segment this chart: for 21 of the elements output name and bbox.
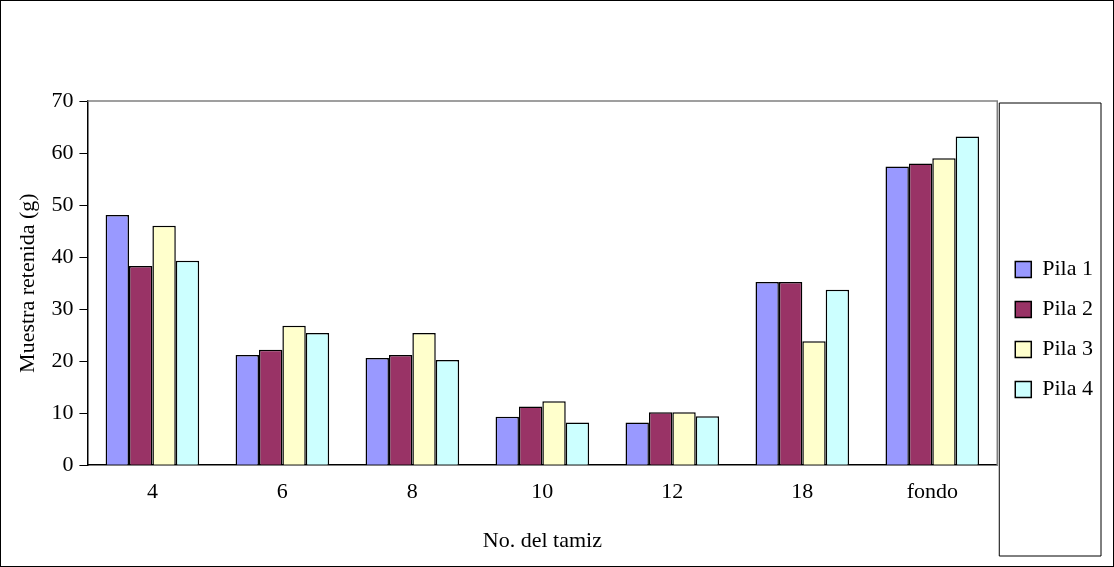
legend-label: Pila 1	[1042, 255, 1094, 281]
y-tick-label: 70	[51, 86, 74, 112]
x-tick-label: 8	[406, 478, 418, 504]
x-tick-label: 12	[661, 478, 684, 504]
legend-label: Pila 2	[1042, 295, 1094, 321]
x-tick-label: 4	[146, 478, 158, 504]
x-tick-label: 6	[276, 478, 288, 504]
legend-label: Pila 3	[1042, 335, 1094, 361]
x-axis-title: No. del tamiz	[482, 526, 603, 552]
x-tick-label: fondo	[906, 478, 958, 504]
legend-label: Pila 4	[1042, 375, 1094, 401]
y-tick-label: 0	[62, 450, 74, 476]
x-tick-label: 18	[791, 478, 814, 504]
y-tick-label: 20	[51, 346, 74, 372]
y-axis-title: Muestra retenida (g)	[13, 193, 39, 373]
y-tick-label: 40	[51, 242, 74, 268]
y-tick-label: 60	[51, 138, 74, 164]
x-tick-label: 10	[531, 478, 554, 504]
y-tick-label: 30	[51, 294, 74, 320]
y-tick-label: 50	[51, 190, 74, 216]
y-tick-label: 10	[51, 398, 74, 424]
